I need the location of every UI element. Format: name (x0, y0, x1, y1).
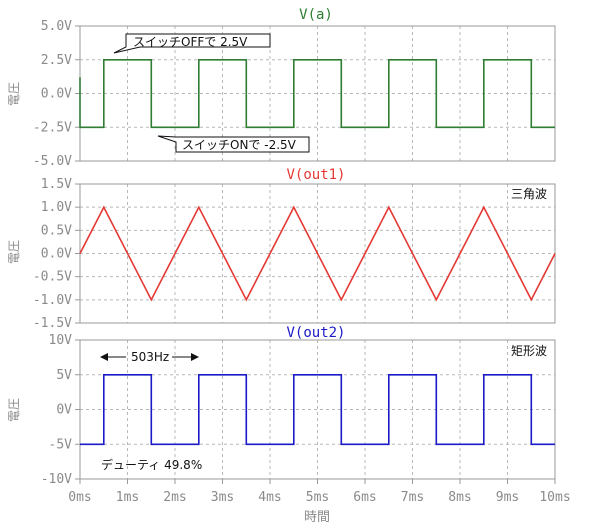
panel-v-out1-ylabel: 電圧 (7, 240, 21, 264)
panel-1-ytick-label-4: -5.0V (33, 154, 72, 169)
panel-v-a-title: V(a) (299, 7, 333, 23)
x-tick-label-10: 10ms (539, 490, 570, 505)
square-wave-label: 矩形波 (511, 344, 547, 358)
panel-2-ytick-label-4: -0.5V (33, 270, 72, 285)
frequency-arrowhead-right (191, 353, 199, 361)
annotation-switch-off: スイッチOFFで 2.5V (113, 33, 271, 54)
x-tick-label-1: 1ms (116, 490, 139, 505)
panel-2-ytick-label-1: 1.0V (41, 200, 72, 215)
panel-1-ytick-label-3: -2.5V (33, 120, 72, 135)
panel-3-ytick-label-3: -5V (49, 437, 73, 452)
panel-v-out1-title: V(out1) (286, 167, 345, 183)
panel-v-out2-ylabel: 電圧 (7, 398, 21, 422)
panel-v-out1-series-line (79, 205, 556, 302)
x-tick-label-0: 0ms (68, 490, 91, 505)
panel-2-ytick-label-5: -1.0V (33, 293, 72, 308)
frequency-text: 503Hz (131, 350, 169, 364)
x-tick-label-7: 7ms (401, 490, 424, 505)
panel-2-ytick-label-6: -1.5V (33, 316, 72, 331)
panel-3-ytick-label-4: -10V (41, 472, 72, 487)
panel-v-out2-series-line (80, 373, 555, 446)
x-tick-label-8: 8ms (448, 490, 471, 505)
annotation-switch-off-text: スイッチOFFで 2.5V (133, 35, 248, 49)
x-tick-label-6: 6ms (353, 490, 376, 505)
panel-1-ytick-label-0: 5.0V (41, 19, 72, 34)
panel-3-ytick-label-1: 5V (56, 368, 72, 383)
duty-cycle-text: デューティ 49.8% (101, 457, 202, 472)
panel-1-ytick-label-1: 2.5V (41, 53, 72, 68)
x-tick-label-3: 3ms (211, 490, 234, 505)
x-tick-label-4: 4ms (258, 490, 281, 505)
panel-v-a-series-line (79, 58, 555, 129)
triangle-wave-label: 三角波 (511, 187, 547, 201)
panel-3-ytick-label-2: 0V (56, 403, 72, 418)
panel-v-out2: V(out2) 電圧 10V 5V 0V -5V -10V 矩形波 503Hz デューテ… (7, 325, 571, 525)
frequency-arrowhead-left (100, 353, 108, 361)
annotation-switch-on-text: スイッチONで -2.5V (182, 138, 297, 152)
x-tick-label-9: 9ms (496, 490, 519, 505)
x-tick-label-2: 2ms (163, 490, 186, 505)
x-tick-label-5: 5ms (306, 490, 329, 505)
panel-3-ytick-label-0: 10V (49, 333, 73, 348)
frequency-annotation: 503Hz (100, 350, 199, 364)
panel-v-a-ylabel: 電圧 (7, 82, 21, 106)
panel-2-ytick-label-0: 1.5V (41, 177, 72, 192)
panel-2-ytick-label-3: 0.0V (41, 247, 72, 262)
x-axis-label: 時間 (304, 510, 330, 525)
panel-v-a: V(a) 電圧 5.0V 2.5V 0.0V -2.5V -5.0V スイッチOFFで … (7, 7, 556, 169)
annotation-switch-on: スイッチONで -2.5V (157, 135, 310, 153)
panel-v-out1: V(out1) 電圧 1.5V 1.0V 0.5V 0.0V -0.5V -1.0V -1.… (7, 167, 556, 331)
panel-2-ytick-label-2: 0.5V (41, 223, 72, 238)
panel-v-out2-title: V(out2) (286, 325, 345, 341)
panel-1-ytick-label-2: 0.0V (41, 87, 72, 102)
